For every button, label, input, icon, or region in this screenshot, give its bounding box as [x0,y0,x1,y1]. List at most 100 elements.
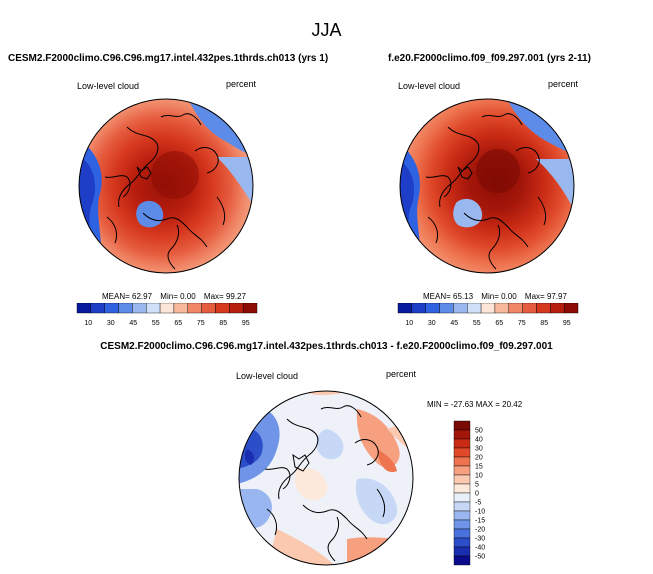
panel1-colorbar-tick-label: 55 [152,320,160,327]
panel2-colorbar-bin [536,303,551,314]
panel2-colorbar-tick-label: 95 [563,320,571,327]
panel1-colorbar-bin [132,303,147,314]
panel3-colorbar-tick-label: 30 [475,446,483,453]
panel2-units-label: percent [548,79,579,89]
figure-title: JJA [311,20,342,40]
panel2-case-title: f.e20.F2000climo.f09_f09.297.001 (yrs 2-… [388,53,591,64]
panel2-colorbar-tick-label: 55 [473,320,481,327]
panel2-polar-map [399,98,575,274]
panel1-colorbar-bin [242,303,258,314]
panel1-colorbar-bin [146,303,161,314]
panel2-min-value: 0.00 [501,292,517,301]
panel2-colorbar-tick-label: 75 [518,320,526,327]
panel2-colorbar-bin [411,303,426,314]
panel2-colorbar-tick-label: 45 [450,320,458,327]
panel3-colorbar-tick-label: 40 [475,437,483,444]
panel3-colorbar-bin [453,546,471,557]
panel1-colorbar: 10 30 45 55 65 75 85 95 [76,303,258,327]
panel1-colorbar-bin [173,303,188,314]
panel2-max-value: 97.97 [546,292,567,301]
panel1-max-value: 99.27 [225,292,246,301]
panel3-colorbar-tick-label: -30 [475,536,485,543]
panel3-field-label: Low-level cloud [236,371,299,381]
panel3-colorbar-bin [453,429,471,440]
panel1-colorbar-bin [76,303,92,314]
panel2-colorbar-bin [425,303,440,314]
panel1-colorbar-tick-label: 45 [129,320,137,327]
panel1-colorbar-bin [229,303,244,314]
panel3-colorbar-bin [453,510,471,521]
diff-title: CESM2.F2000climo.C96.C96.mg17.intel.432p… [100,341,553,352]
panel1-mean-value: 62.97 [132,292,153,301]
panel2-colorbar-tick-label: 10 [405,320,413,327]
panel2-colorbar-bin [522,303,537,314]
panel2-colorbar-tick-label: 85 [540,320,548,327]
panel3-colorbar-tick-label: -15 [475,518,485,525]
panel3-polar-map [238,390,414,566]
panel3-colorbar-bin [453,483,471,494]
panel2-stats: MEAN= 65.13 Min= 0.00 Max= 97.97 [423,292,567,301]
panel1-units-label: percent [226,79,257,89]
panel3-colorbar-bin [453,501,471,512]
panel1-colorbar-bin [215,303,230,314]
panel3-colorbar-tick-label: -20 [475,527,485,534]
panel1-colorbar-tick-label: 65 [174,320,182,327]
panel2-colorbar-bin [397,303,413,314]
panel1-colorbar-bin [201,303,216,314]
panel1-colorbar-tick-label: 95 [242,320,250,327]
panel3-colorbar-bin [453,528,471,539]
panel2-colorbar-bin [480,303,496,314]
panel3-colorbar-bin [453,537,471,548]
panel2-colorbar-tick-label: 30 [428,320,436,327]
panel3-colorbar-bin [453,456,471,467]
panel1-max-label: Max= [203,292,224,301]
panel1-colorbar-tick-label: 85 [219,320,227,327]
panel1-colorbar-bin [90,303,105,314]
panel2-colorbar: 10 30 45 55 65 75 85 95 [397,303,579,327]
panel2-colorbar-bin [508,303,523,314]
panel3-colorbar-tick-label: 15 [475,464,483,471]
panel3-colorbar-tick-label: -5 [475,500,481,507]
panel3-units-label: percent [386,369,417,379]
panel2-field-label: Low-level cloud [398,81,461,91]
panel1-colorbar-bin [187,303,202,314]
panel2-colorbar-bin [439,303,454,314]
panel3-colorbar-bin [453,519,471,530]
panel2-colorbar-bin [550,303,565,314]
panel3-colorbar-bin [453,465,471,476]
panel3-colorbar-bin [453,555,471,566]
panel2-colorbar-bin [467,303,482,314]
panel2-mean-value: 65.13 [453,292,474,301]
panel2-min-label: Min= [481,292,499,301]
panel3-colorbar-bin [453,492,471,503]
panel3-colorbar-bin [453,447,471,458]
panel1-colorbar-bin [104,303,119,314]
panel3-colorbar-tick-label: -10 [475,509,485,516]
panel1-mean-label: MEAN= [102,292,130,301]
panel1-min-label: Min= [160,292,178,301]
panel3-colorbar-tick-label: 10 [475,473,483,480]
panel1-polar-map [78,98,254,274]
panel1-colorbar-bin [159,303,175,314]
panel1-field-label: Low-level cloud [77,81,140,91]
panel3-colorbar-tick-label: 0 [475,491,479,498]
panel3-colorbar-bin [453,474,471,485]
panel2-colorbar-bin [453,303,468,314]
panel2-colorbar-bin [494,303,509,314]
panel1-min-value: 0.00 [180,292,196,301]
panel1-colorbar-tick-label: 30 [107,320,115,327]
panel3-colorbar-tick-label: 50 [475,428,483,435]
panel1-colorbar-tick-label: 75 [197,320,205,327]
panel2-mean-label: MEAN= [423,292,451,301]
panel3-stats: MIN = -27.63 MAX = 20.42 [427,400,523,409]
panel3-colorbar-tick-label: -50 [475,554,485,561]
panel3-colorbar-bin [453,438,471,449]
panel1-case-title: CESM2.F2000climo.C96.C96.mg17.intel.432p… [8,53,329,64]
panel2-max-label: Max= [524,292,545,301]
panel3-colorbar-tick-label: 5 [475,482,479,489]
panel3-colorbar-bin [453,420,471,431]
panel2-colorbar-bin [563,303,579,314]
panel3-colorbar-tick-label: -40 [475,545,485,552]
panel3-colorbar-tick-label: 20 [475,455,483,462]
